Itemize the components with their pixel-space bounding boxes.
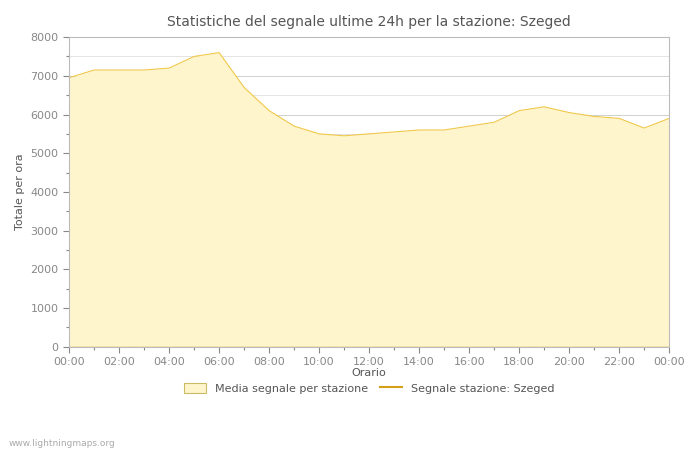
X-axis label: Orario: Orario <box>352 369 386 378</box>
Title: Statistiche del segnale ultime 24h per la stazione: Szeged: Statistiche del segnale ultime 24h per l… <box>167 15 571 29</box>
Legend: Media segnale per stazione, Segnale stazione: Szeged: Media segnale per stazione, Segnale staz… <box>181 379 557 397</box>
Y-axis label: Totale per ora: Totale per ora <box>15 153 25 230</box>
Text: www.lightningmaps.org: www.lightningmaps.org <box>8 439 115 448</box>
